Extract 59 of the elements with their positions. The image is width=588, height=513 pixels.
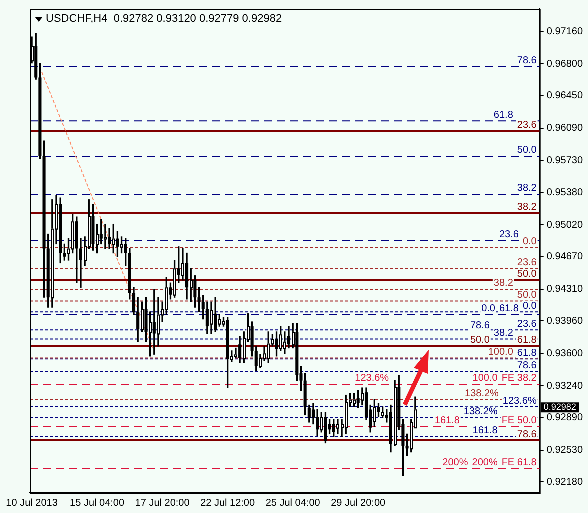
annotation: 50.0 xyxy=(517,269,538,280)
annotation: 161.8 xyxy=(434,416,460,427)
annotation: 78.6 xyxy=(517,56,538,67)
annotation: FE 50.0 xyxy=(502,416,538,427)
text: 0.92982 xyxy=(544,402,576,412)
y-tick-label: 0.95730 xyxy=(546,156,584,167)
annotation: 50.0 xyxy=(517,145,538,156)
annotation: 200% xyxy=(472,457,498,468)
annotation: 123.6% xyxy=(355,373,390,384)
x-tick-label: 22 Jul 12:00 xyxy=(200,498,256,509)
y-tick-label: 0.96800 xyxy=(546,58,584,70)
annotation: 100.0 xyxy=(472,373,498,384)
annotation: 0.0 xyxy=(482,304,496,315)
y-tick-label: 0.93240 xyxy=(546,381,584,392)
y-tick-label: 0.92890 xyxy=(546,412,584,424)
annotation: 78.6 xyxy=(517,429,538,440)
annotation: 61.8 xyxy=(517,335,538,346)
annotation: 50.0 xyxy=(517,290,538,301)
annotation: 0.0 xyxy=(522,300,538,312)
x-tick-label: 17 Jul 20:00 xyxy=(135,498,190,509)
y-tick-label: 0.93960 xyxy=(546,316,584,327)
annotation: 123.6% xyxy=(502,396,537,407)
y-tick-label: 0.95380 xyxy=(546,187,584,198)
annotation: 78.6 xyxy=(470,320,490,332)
annotation: 38.2 xyxy=(517,202,538,214)
y-tick-label: 0.94310 xyxy=(546,284,584,296)
annotation: 161.8 xyxy=(472,426,498,437)
x-tick-label: 25 Jul 04:00 xyxy=(266,498,321,509)
annotation: 200% xyxy=(442,457,468,468)
annotation: 61.8 xyxy=(517,348,538,359)
annotation: 23.6 xyxy=(517,120,538,131)
y-tick-label: 0.97160 xyxy=(546,26,584,38)
annotation: 100.0 xyxy=(488,346,514,358)
annotation: FE 61.8 xyxy=(502,457,538,468)
y-tick-label: 0.95020 xyxy=(546,220,584,231)
y-tick-label: 0.92530 xyxy=(546,445,584,456)
y-tick-label: 0.93600 xyxy=(546,348,584,360)
y-tick-label: 0.94670 xyxy=(546,252,584,263)
annotation: 38.2 xyxy=(494,328,514,339)
annotation: 23.6 xyxy=(517,318,538,330)
y-tick-label: 0.92180 xyxy=(546,476,584,488)
annotation: 38.2 xyxy=(517,183,538,194)
x-tick-label: 15 Jul 04:00 xyxy=(70,498,125,509)
annotation: 138.2% xyxy=(465,388,500,400)
annotation: 61.8 xyxy=(499,304,520,315)
annotation: 0.0 xyxy=(522,236,538,248)
x-tick-label: 29 Jul 20:00 xyxy=(331,498,386,509)
y-tick-label: 0.96450 xyxy=(546,90,584,102)
annotation: FE 38.2 xyxy=(502,373,538,384)
x-tick-label: 10 Jul 2013 xyxy=(6,498,58,509)
annotation: 138.2% xyxy=(464,406,498,418)
chart-title: USDCHF,H4 0.92782 0.93120 0.92779 0.92982 xyxy=(46,13,282,26)
annotation: 50.0 xyxy=(470,335,490,346)
y-tick-label: 0.96090 xyxy=(546,123,584,134)
annotation: 38.2 xyxy=(494,278,514,290)
annotation: 78.6 xyxy=(517,360,538,372)
annotation: 23.6 xyxy=(499,229,520,240)
annotation: 23.6 xyxy=(517,257,538,268)
annotation: 61.8 xyxy=(494,110,514,121)
